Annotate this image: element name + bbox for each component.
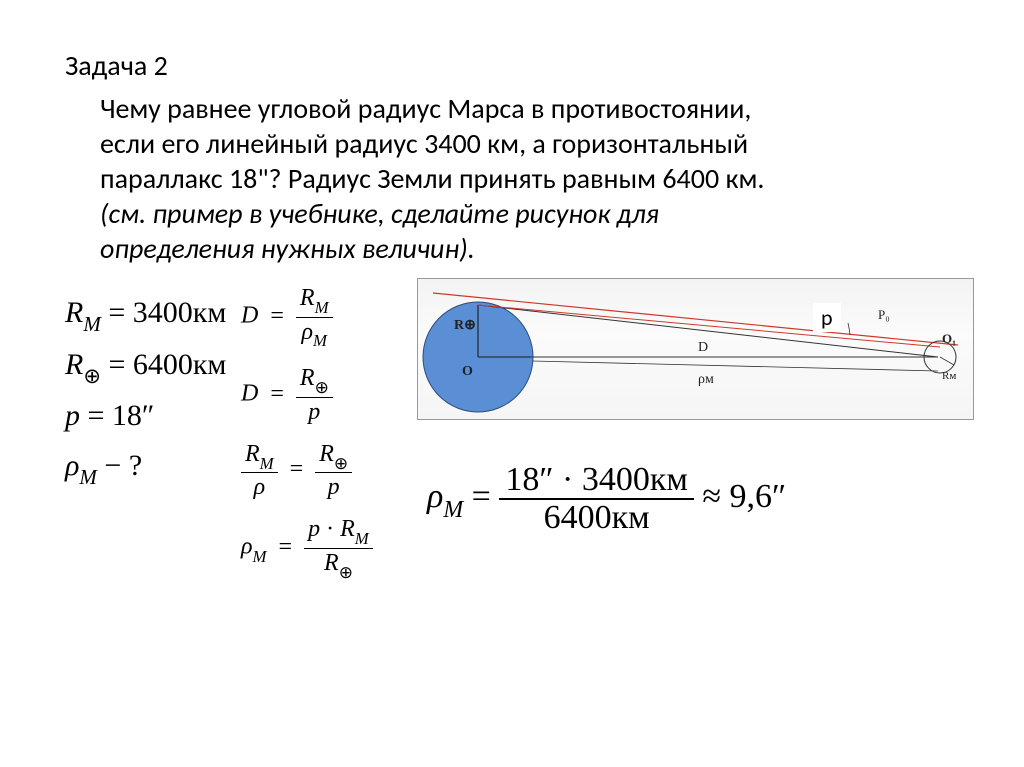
- label-O: O: [462, 364, 473, 379]
- sub-M: М: [83, 312, 101, 336]
- eq-sign-3: =: [284, 456, 310, 482]
- text-line-4: (см. пример в учебнике, сделайте рисунок…: [100, 196, 659, 231]
- text-line-1: Чему равнее угловой радиус Марса в проти…: [100, 91, 751, 126]
- n4-R: R: [340, 516, 355, 542]
- label-p-overlay: р: [813, 303, 841, 332]
- text-line-5: определения нужных величин).: [100, 231, 475, 266]
- frac-3r: R⊕ p: [315, 442, 352, 500]
- den-p-2: p: [308, 399, 320, 425]
- label-Rm-small: Rм: [942, 370, 956, 382]
- label-R-earth: R⊕: [454, 318, 476, 333]
- num-R-1: R: [300, 285, 315, 311]
- frac-3l: RМ ρ: [241, 442, 278, 500]
- derivation-block: D = RМ ρМ D = R⊕ p RМ ρ: [241, 278, 417, 598]
- num-R-2: R: [300, 365, 315, 391]
- val-R-mars: = 3400км: [101, 296, 226, 329]
- sym-p: p: [65, 399, 80, 432]
- frac-2: R⊕ p: [296, 366, 333, 424]
- sub-rho4: М: [253, 547, 267, 566]
- frac-1: RМ ρМ: [296, 286, 333, 348]
- val-R-earth: = 6400км: [101, 348, 226, 381]
- res-frac: 18″ · 3400км 6400км: [499, 462, 694, 536]
- n3r-sub: ⊕: [334, 454, 348, 473]
- sub-earth: ⊕: [83, 364, 101, 388]
- sub-rho: М: [79, 465, 97, 489]
- val-p: = 18″: [80, 399, 154, 432]
- frac-4: p · RМ R⊕: [304, 517, 373, 579]
- parallax-diagram: R⊕ O D ρм P₀ O₁ Rм: [418, 279, 973, 419]
- given-R-earth: R⊕ = 6400км: [65, 340, 241, 392]
- val-rho: − ?: [97, 449, 142, 482]
- sym-D1: D: [241, 303, 258, 329]
- res-num: 18″ · 3400км: [499, 462, 694, 500]
- label-O1: O₁: [942, 331, 956, 346]
- sym-R2: R: [65, 348, 83, 381]
- n3r-R: R: [319, 441, 334, 467]
- given-R-mars: RМ = 3400км: [65, 288, 241, 340]
- n3l-sub: М: [260, 454, 274, 473]
- label-rho: ρм: [698, 372, 714, 387]
- text-line-3: параллакс 18"? Радиус Земли принять равн…: [100, 161, 764, 196]
- given-block: RМ = 3400км R⊕ = 6400км p = 18″ ρМ − ?: [65, 278, 241, 598]
- eq-sign-2: =: [264, 381, 290, 407]
- diagram-container: R⊕ O D ρм P₀ O₁ Rм р: [417, 278, 974, 420]
- line-lower: [533, 361, 938, 371]
- den-rho-1: ρ: [301, 319, 313, 345]
- res-approx: ≈ 9,6″: [702, 478, 786, 515]
- d3l-rho: ρ: [254, 474, 266, 500]
- eq-sign-1: =: [264, 303, 290, 329]
- text-line-2: если его линейный радиус 3400 км, а гори…: [100, 126, 748, 161]
- num-sub-1: М: [315, 298, 329, 317]
- res-rho: ρ: [427, 478, 443, 515]
- eq-D-RM-rhoM: D = RМ ρМ: [241, 286, 417, 348]
- n4-sub: М: [355, 529, 369, 548]
- sym-D2: D: [241, 381, 258, 407]
- res-eq: =: [472, 478, 500, 515]
- res-rho-sub: М: [443, 497, 463, 523]
- problem-text: Чему равнее угловой радиус Марса в проти…: [100, 91, 974, 266]
- mars-radius: [940, 357, 954, 365]
- label-D: D: [698, 340, 708, 355]
- eq-sign-4: =: [273, 534, 299, 560]
- line-red-mid: [478, 305, 940, 347]
- d4-R: R: [324, 550, 339, 576]
- result-equation: ρМ = 18″ · 3400км 6400км ≈ 9,6″: [427, 462, 974, 536]
- sym-R: R: [65, 296, 83, 329]
- problem-title: Задача 2: [65, 48, 974, 83]
- eq-rho-solve: ρМ = p · RМ R⊕: [241, 517, 417, 579]
- sym-rho4: ρ: [241, 534, 253, 560]
- angle-p-arc: [848, 323, 850, 335]
- eq-ratio: RМ ρ = R⊕ p: [241, 442, 417, 500]
- eq-D-RE-p: D = R⊕ p: [241, 366, 417, 424]
- d3r-p: p: [328, 474, 340, 500]
- right-block: R⊕ O D ρм P₀ O₁ Rм р ρМ = 18″ · 3400км: [417, 278, 974, 598]
- den-sub-1: М: [313, 331, 327, 350]
- res-den: 6400км: [499, 500, 694, 536]
- given-p: p = 18″: [65, 391, 241, 441]
- d4-sub: ⊕: [339, 563, 353, 582]
- n3l-R: R: [245, 441, 260, 467]
- given-rho-unknown: ρМ − ?: [65, 441, 241, 493]
- label-P0: P₀: [878, 307, 890, 322]
- n4-p: p: [308, 516, 320, 542]
- num-sub-2: ⊕: [315, 378, 329, 397]
- sym-rho: ρ: [65, 449, 79, 482]
